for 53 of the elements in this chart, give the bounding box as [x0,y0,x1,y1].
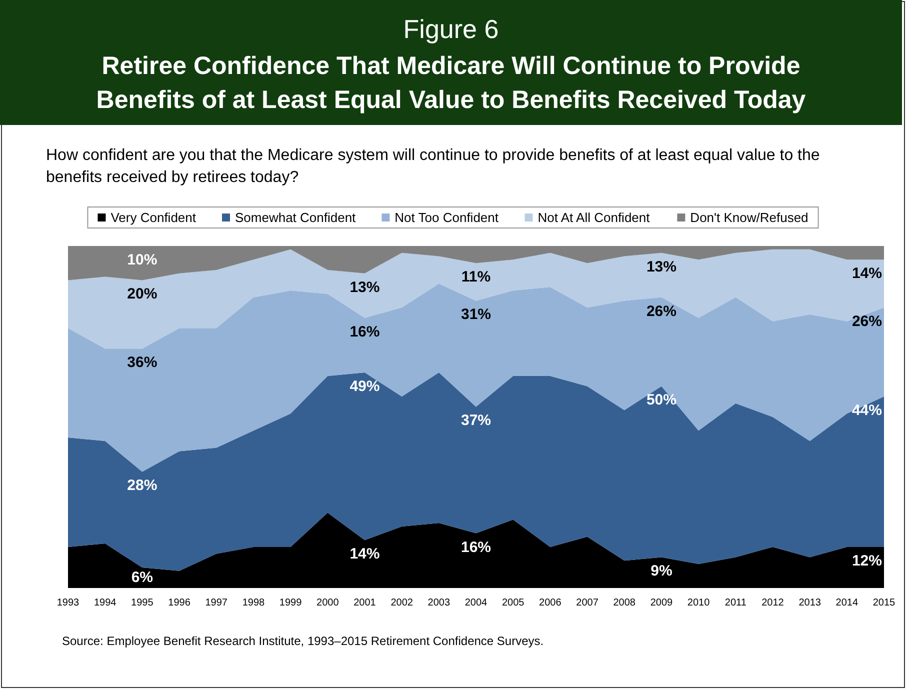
x-tick-label: 2013 [798,598,822,608]
legend-label: Not Too Confident [394,210,499,225]
x-tick-label: 2006 [539,598,562,608]
data-label: 11% [461,268,491,286]
data-label: 6% [131,569,154,586]
legend-label: Somewhat Confident [234,210,356,225]
x-tick-label: 2004 [464,598,488,608]
x-tick-label: 2003 [428,598,450,608]
x-tick-label: 1996 [168,598,191,608]
data-label: 13% [646,258,676,276]
source-note: Source: Employee Benefit Research Institute, 1993–2015 Retirement Confidence Surveys. [62,634,544,648]
data-label: 20% [127,286,158,303]
x-tick-label: 1997 [205,598,228,608]
x-tick-label: 2010 [687,598,710,608]
x-tick-label: 1999 [279,598,302,608]
data-label: 9% [650,562,672,580]
data-label: 26% [852,313,882,330]
data-label: 37% [460,412,492,430]
x-tick-label: 1994 [94,598,117,608]
chart-subtitle: Retiree Confidence That Medicare Will Continue to Provide Benefits of at Least Equal Value to Benefits Received Today [95,51,807,116]
x-tick-label: 2015 [872,598,896,608]
x-tick-label: 2000 [316,598,340,608]
x-tick-label: 2005 [502,598,525,608]
data-label: 16% [460,538,492,556]
data-label: 14% [350,546,380,563]
data-label: 49% [350,378,380,396]
x-tick-label: 2007 [576,598,599,608]
legend-label: Very Confident [110,210,196,225]
data-label: 12% [852,552,882,570]
text: How confident are you that the Medicare system will continue to provide benefits of at least equal value to the benefits received by retirees today? [46,146,821,188]
chart-title: Figure 6 [402,14,500,45]
data-label: 16% [350,323,380,340]
x-tick-label: 2009 [650,598,674,608]
x-tick-label: 2001 [354,598,376,608]
data-label: 44% [852,402,882,419]
x-tick-label: 2014 [836,598,858,608]
data-label: 50% [646,392,676,409]
data-label: 31% [460,306,492,324]
data-label: 14% [852,265,882,282]
legend-label: Not At All Confident [538,210,650,225]
data-label: 28% [127,477,158,494]
legend-label: Don't Know/Refused [690,210,808,225]
x-tick-label: 2011 [724,598,747,608]
x-tick-label: 1998 [242,598,266,608]
data-label: 36% [127,354,158,372]
data-label: 26% [646,302,676,320]
data-label: 13% [350,278,380,296]
x-tick-label: 2008 [613,598,636,608]
x-tick-label: 1995 [131,598,154,608]
x-tick-label: 2002 [390,598,414,608]
x-tick-label: 1993 [56,598,80,608]
x-tick-label: 2012 [762,598,784,608]
data-label: 10% [127,252,158,268]
